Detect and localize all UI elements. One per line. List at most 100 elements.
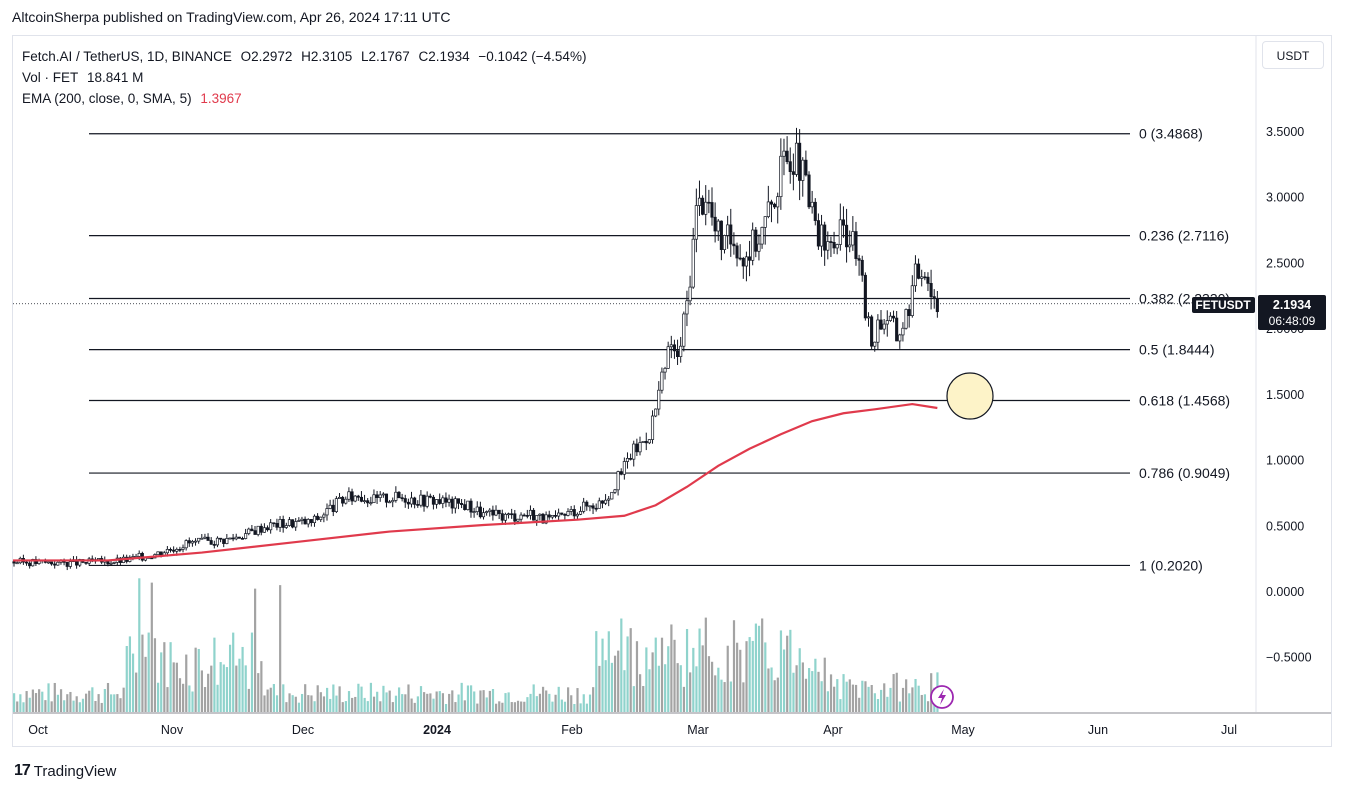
volume-bar bbox=[673, 639, 676, 712]
candle-body bbox=[550, 514, 554, 518]
y-tick-label: 0.0000 bbox=[1266, 585, 1304, 599]
candle-body bbox=[804, 159, 808, 176]
candle-body bbox=[785, 150, 789, 163]
volume-bar bbox=[751, 640, 754, 712]
candle-body bbox=[625, 458, 630, 462]
candle-body bbox=[629, 458, 633, 460]
volume-bar bbox=[438, 691, 441, 712]
volume-bar bbox=[510, 702, 513, 712]
volume-bar bbox=[454, 702, 457, 712]
candle-body bbox=[516, 518, 520, 522]
volume-bar bbox=[507, 692, 510, 712]
candle-body bbox=[876, 319, 880, 343]
candle-body bbox=[497, 509, 501, 514]
volume-bar bbox=[138, 578, 141, 712]
volume-bar bbox=[829, 674, 833, 712]
candle-body bbox=[297, 520, 301, 522]
candle-body bbox=[240, 537, 245, 540]
volume-bar bbox=[579, 703, 582, 712]
candle-body bbox=[553, 514, 558, 517]
candle-body bbox=[851, 231, 855, 246]
candle-body bbox=[541, 513, 545, 524]
candle-body bbox=[222, 538, 226, 544]
volume-bar bbox=[529, 693, 532, 712]
candle-body bbox=[650, 415, 655, 440]
candle-body bbox=[816, 220, 820, 247]
volume-bar bbox=[423, 692, 426, 712]
legend-ema-row: EMA (200, close, 0, SMA, 5) 1.3967 bbox=[22, 88, 591, 109]
volume-bar bbox=[128, 636, 132, 712]
candle-body bbox=[654, 408, 658, 417]
volume-bar bbox=[851, 684, 855, 712]
volume-bar bbox=[335, 695, 338, 712]
volume-bar bbox=[282, 684, 285, 712]
volume-bar bbox=[19, 694, 22, 712]
candle-body bbox=[225, 538, 229, 544]
highlight-circle[interactable] bbox=[946, 372, 994, 420]
volume-bar bbox=[106, 682, 110, 712]
candle-body bbox=[312, 515, 317, 524]
volume-bar bbox=[582, 694, 585, 712]
volume-bar bbox=[836, 679, 839, 712]
volume-bar bbox=[654, 637, 657, 712]
candle-body bbox=[372, 494, 376, 504]
volume-bar bbox=[798, 648, 801, 712]
volume-bar bbox=[732, 620, 736, 712]
candle-body bbox=[870, 316, 874, 347]
x-tick-label: Apr bbox=[823, 723, 842, 737]
candle-body bbox=[710, 202, 714, 218]
volume-bar bbox=[676, 663, 679, 712]
volume-bar bbox=[207, 673, 210, 712]
candle-body bbox=[791, 171, 795, 175]
candle-body bbox=[65, 561, 69, 567]
volume-bar bbox=[135, 672, 138, 712]
candle-body bbox=[838, 219, 842, 245]
candle-body bbox=[560, 512, 564, 515]
volume-bar bbox=[347, 691, 351, 712]
candle-body bbox=[500, 513, 504, 521]
volume-bar bbox=[839, 699, 842, 712]
candle-body bbox=[848, 244, 852, 248]
candle-body bbox=[159, 551, 163, 556]
candle-body bbox=[206, 536, 210, 541]
volume-bar bbox=[97, 694, 100, 712]
ema-label[interactable]: EMA (200, close, 0, SMA, 5) bbox=[22, 91, 192, 106]
volume-bar bbox=[31, 689, 34, 712]
volume-bar bbox=[410, 698, 413, 712]
volume-bar bbox=[160, 652, 163, 712]
x-tick-label: May bbox=[951, 723, 975, 737]
candle-body bbox=[453, 498, 457, 509]
volume-label[interactable]: Vol · FET bbox=[22, 70, 79, 85]
currency-button[interactable]: USDT bbox=[1262, 41, 1324, 69]
volume-bar bbox=[670, 624, 673, 712]
volume-bar bbox=[864, 681, 867, 712]
candle-body bbox=[237, 536, 241, 539]
symbol-label[interactable]: Fetch.AI / TetherUS, 1D, BINANCE bbox=[22, 49, 232, 64]
volume-bar bbox=[817, 671, 820, 712]
candle-body bbox=[719, 220, 723, 250]
volume-bar bbox=[920, 694, 923, 712]
volume-bar bbox=[419, 686, 423, 712]
volume-bar bbox=[773, 680, 776, 712]
volume-bar bbox=[789, 629, 792, 712]
volume-bar bbox=[310, 695, 313, 712]
volume-bar bbox=[219, 662, 222, 712]
volume-bar bbox=[704, 617, 707, 712]
volume-bar bbox=[13, 693, 16, 712]
tradingview-logo[interactable]: 17 TradingView bbox=[14, 762, 116, 780]
volume-bar bbox=[892, 674, 895, 712]
candle-body bbox=[888, 315, 892, 321]
candle-body bbox=[15, 562, 19, 565]
volume-bar bbox=[557, 686, 560, 712]
price-tag-countdown: 06:48:09 bbox=[1269, 314, 1316, 328]
volume-bar bbox=[692, 647, 695, 712]
volume-bar bbox=[401, 694, 404, 712]
fib-level-label: 0.786 (0.9049) bbox=[1139, 465, 1230, 481]
candle-body bbox=[172, 549, 176, 552]
candle-body bbox=[707, 201, 711, 204]
volume-bar bbox=[322, 696, 326, 712]
candle-body bbox=[388, 501, 392, 504]
x-tick-label: 2024 bbox=[423, 723, 451, 737]
volume-bar bbox=[326, 687, 329, 712]
